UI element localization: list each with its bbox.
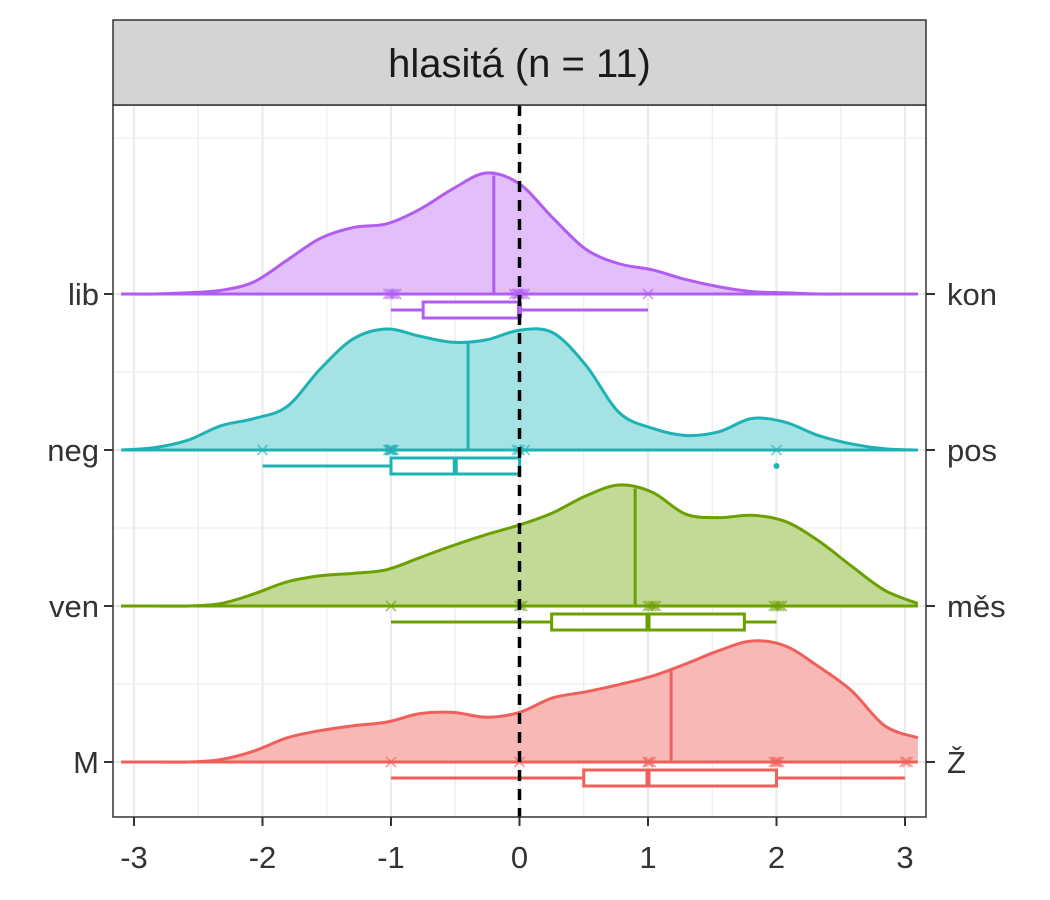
- data-point: [776, 600, 788, 612]
- data-point-stroke: [901, 756, 914, 768]
- data-point-stroke: [386, 444, 398, 456]
- data-point-stroke: [644, 600, 657, 612]
- data-point: [901, 756, 914, 768]
- y-tick-label-right: Ž: [947, 745, 966, 780]
- data-point: [385, 288, 397, 300]
- data-point-stroke: [776, 600, 788, 612]
- y-tick-label-left: ven: [49, 589, 99, 624]
- x-tick-label: 1: [639, 840, 656, 875]
- data-point-stroke: [519, 444, 531, 456]
- data-point-stroke: [387, 288, 400, 300]
- data-point-stroke: [385, 288, 397, 300]
- data-point-stroke: [770, 444, 783, 456]
- data-point: [770, 756, 783, 768]
- data-point-stroke: [770, 756, 783, 768]
- facet-title: hlasitá (n = 11): [388, 42, 651, 86]
- density-area: [121, 328, 918, 450]
- x-tick-label: 0: [511, 840, 528, 875]
- y-tick-label-right: pos: [947, 433, 997, 468]
- data-point-stroke: [385, 756, 397, 768]
- data-point-stroke: [642, 756, 654, 768]
- data-point: [390, 288, 402, 300]
- data-point: [647, 600, 659, 612]
- x-tick-label: -3: [120, 840, 148, 875]
- data-point-stroke: [768, 756, 780, 768]
- data-point-stroke: [650, 600, 662, 612]
- data-point: [256, 444, 269, 456]
- data-point-stroke: [513, 288, 526, 300]
- data-point: [385, 600, 397, 612]
- data-point: [650, 600, 662, 612]
- data-point: [382, 444, 395, 456]
- data-point: [387, 288, 400, 300]
- data-point: [770, 444, 783, 456]
- data-point-stroke: [770, 600, 783, 612]
- y-tick-label-right: kon: [947, 277, 997, 312]
- data-point-stroke: [390, 288, 402, 300]
- facet-strip: [112, 19, 927, 106]
- data-point-stroke: [387, 444, 400, 456]
- data-point: [387, 444, 400, 456]
- box-iqr: [421, 300, 521, 320]
- ridge-neg: [121, 327, 918, 476]
- data-point: [644, 756, 657, 768]
- data-point-stroke: [644, 756, 657, 768]
- density-line: [121, 639, 919, 764]
- data-point: [385, 756, 397, 768]
- data-point-stroke: [773, 756, 785, 768]
- y-tick-label-right: měs: [947, 589, 1006, 624]
- box-outlier: [773, 463, 780, 469]
- data-point: [768, 756, 780, 768]
- density-line: [121, 327, 918, 452]
- data-point: [899, 756, 911, 768]
- x-tick-label: -2: [249, 840, 277, 875]
- data-point-stroke: [385, 444, 397, 456]
- data-point: [519, 288, 531, 300]
- data-point-stroke: [256, 444, 269, 456]
- data-point-stroke: [899, 756, 911, 768]
- data-point: [519, 444, 531, 456]
- data-point: [513, 288, 526, 300]
- data-point-stroke: [385, 600, 397, 612]
- data-point-stroke: [647, 600, 659, 612]
- data-point-stroke: [382, 444, 395, 456]
- data-point: [385, 444, 397, 456]
- data-point-stroke: [519, 288, 531, 300]
- y-tick-label-left: lib: [68, 277, 99, 312]
- data-point-stroke: [384, 444, 396, 456]
- x-tick-label: 3: [896, 840, 913, 875]
- data-point: [773, 756, 785, 768]
- data-point: [642, 756, 654, 768]
- y-tick-label-left: M: [73, 745, 99, 780]
- data-point: [773, 600, 785, 612]
- ridge-M: [121, 639, 919, 788]
- data-point: [384, 444, 396, 456]
- y-tick-label-left: neg: [47, 433, 99, 468]
- box-iqr: [582, 768, 778, 788]
- x-tick-label: 2: [768, 840, 785, 875]
- data-point: [644, 600, 657, 612]
- x-tick-label: -1: [377, 840, 405, 875]
- data-point: [642, 288, 654, 300]
- data-point-stroke: [773, 600, 785, 612]
- data-point: [386, 444, 398, 456]
- density-area: [121, 172, 918, 295]
- data-point-stroke: [642, 288, 654, 300]
- data-point: [770, 600, 783, 612]
